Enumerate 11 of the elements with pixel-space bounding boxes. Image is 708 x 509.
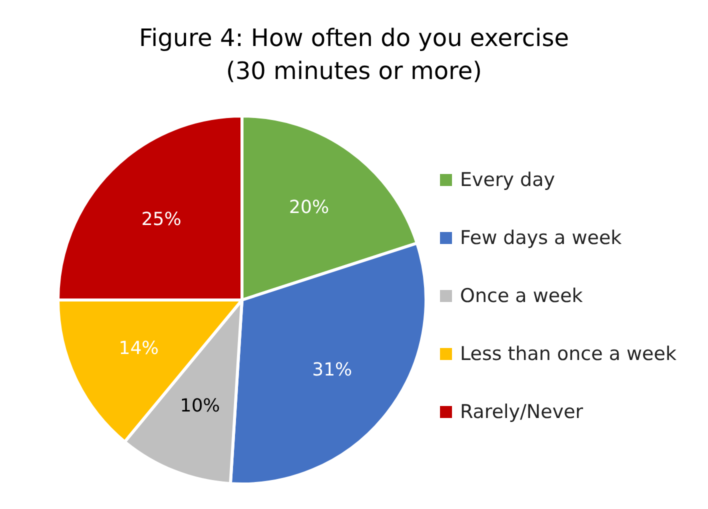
data-label: 31%	[312, 359, 352, 380]
data-label: 25%	[141, 208, 182, 230]
legend-label: Once a week	[460, 285, 583, 307]
data-label: 14%	[118, 338, 159, 360]
legend-label: Rarely/Never	[460, 401, 584, 423]
chart-title: Figure 4: How often do you exercise (30 minutes or more)	[139, 24, 569, 85]
legend-label: Few days a week	[460, 227, 622, 249]
legend-label: Every day	[460, 169, 555, 191]
legend-label: Less than once a week	[460, 343, 676, 365]
data-label: 10%	[180, 396, 220, 417]
data-label: 20%	[289, 197, 330, 218]
